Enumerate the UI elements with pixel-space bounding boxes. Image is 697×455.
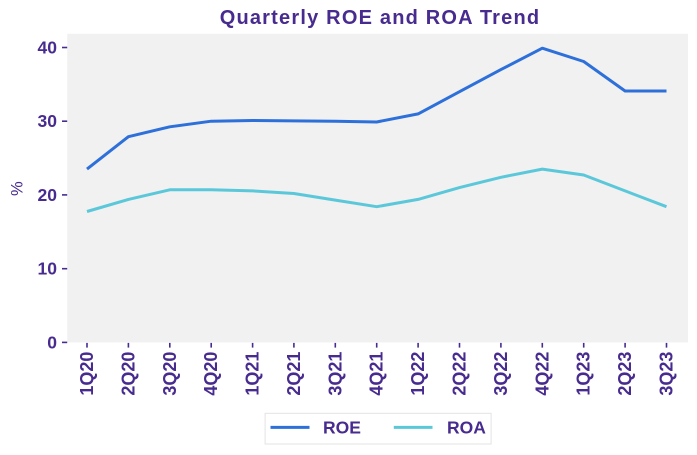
svg-text:30: 30 (38, 111, 58, 131)
svg-text:3Q20: 3Q20 (160, 352, 180, 396)
svg-text:1Q21: 1Q21 (243, 352, 263, 396)
svg-text:ROE: ROE (323, 417, 361, 437)
svg-text:3Q22: 3Q22 (491, 352, 511, 396)
svg-text:40: 40 (38, 38, 58, 58)
svg-text:%: % (9, 181, 27, 196)
svg-text:2Q23: 2Q23 (615, 352, 635, 396)
svg-text:4Q22: 4Q22 (532, 352, 552, 396)
svg-text:2Q21: 2Q21 (284, 352, 304, 396)
svg-text:1Q20: 1Q20 (77, 352, 97, 396)
svg-text:2Q22: 2Q22 (450, 352, 470, 396)
svg-text:4Q20: 4Q20 (201, 352, 221, 396)
svg-text:0: 0 (47, 332, 57, 352)
svg-text:ROA: ROA (447, 417, 486, 437)
svg-text:10: 10 (38, 259, 58, 279)
svg-text:3Q21: 3Q21 (325, 352, 345, 396)
svg-text:4Q21: 4Q21 (367, 352, 387, 396)
svg-text:3Q23: 3Q23 (657, 352, 677, 396)
svg-text:1Q22: 1Q22 (408, 352, 428, 396)
svg-text:1Q23: 1Q23 (574, 352, 594, 396)
svg-text:20: 20 (38, 185, 58, 205)
svg-text:Quarterly ROE and ROA Trend: Quarterly ROE and ROA Trend (220, 7, 541, 29)
svg-text:2Q20: 2Q20 (118, 352, 138, 396)
